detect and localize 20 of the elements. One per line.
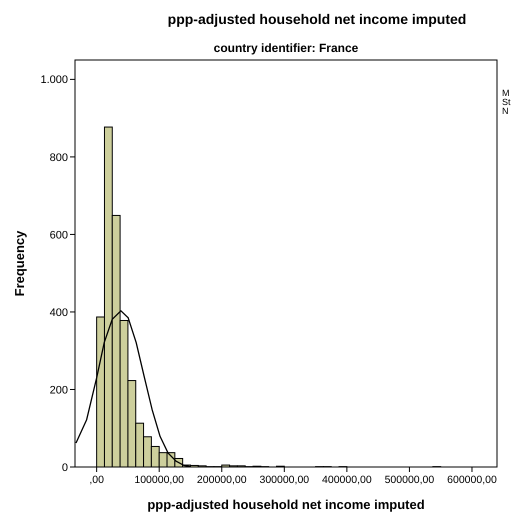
y-tick-label: 400 — [50, 306, 68, 319]
x-axis-title: ppp-adjusted household net income imputed — [147, 497, 425, 512]
y-tick-label: 600 — [50, 229, 68, 242]
chart-subtitle: country identifier: France — [214, 41, 359, 55]
x-tick-label: 600000,00 — [447, 474, 497, 486]
x-tick-label: 500000,00 — [384, 474, 434, 486]
y-tick-label: 1.000 — [40, 74, 68, 86]
x-tick-label: 400000,00 — [322, 474, 372, 486]
x-tick-label: 200000,00 — [196, 474, 247, 486]
y-tick-label: 200 — [50, 384, 68, 396]
x-tick-label: ,00 — [89, 474, 104, 486]
y-tick-label: 0 — [62, 462, 68, 474]
y-tick-label: 800 — [50, 152, 68, 164]
text: St — [502, 97, 512, 107]
x-tick-label: 100000,00 — [134, 474, 184, 486]
text: N — [502, 106, 508, 116]
chart-title: ppp-adjusted household net income imputed — [168, 11, 466, 27]
text: M — [502, 88, 510, 98]
x-tick-label: 300000,00 — [259, 474, 310, 486]
y-axis-title: Frequency — [12, 230, 27, 296]
